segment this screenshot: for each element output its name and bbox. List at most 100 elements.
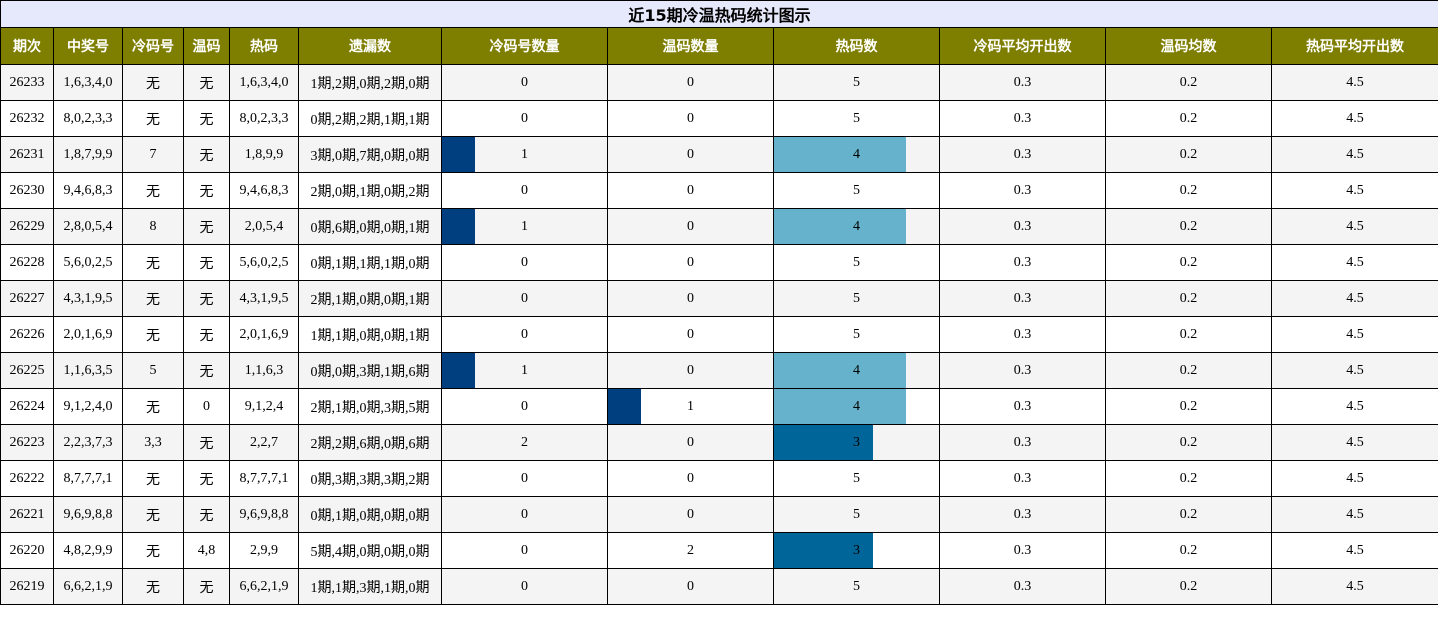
cold-avg-cell: 0.3 xyxy=(939,568,1106,605)
warm-avg-cell: 0.2 xyxy=(1105,136,1272,173)
hot-avg-cell: 4.5 xyxy=(1270,424,1438,461)
warm-count-cell-value: 0 xyxy=(687,74,694,90)
cold-count-cell: 1 xyxy=(441,352,608,389)
warm-cell: 无 xyxy=(183,568,230,605)
period-cell: 26226 xyxy=(0,316,54,353)
table-row: 26226 2,0,1,6,9 无无 2,0,1,6,9 1期,1期,0期,0期,1期 0… xyxy=(0,316,1438,353)
table-row: 26231 1,8,7,9,9 7 无 1,8,9,9 3期,0期,7期,0期,0期 1 0 4… xyxy=(0,136,1438,173)
col-hot-count-header: 热码数 xyxy=(773,27,940,65)
cold-count-cell: 0 xyxy=(441,460,608,497)
warm-count-cell-value: 0 xyxy=(687,218,694,234)
cold-cell: 无 xyxy=(122,568,184,605)
period-cell: 26231 xyxy=(0,136,54,173)
period-cell: 26229 xyxy=(0,208,54,245)
table-row: 26220 4,8,2,9,9 无 4,8 2,9,9 5期,4期,0期,0期,0期 0 2 3… xyxy=(0,532,1438,569)
hot-avg-cell: 4.5 xyxy=(1270,388,1438,425)
hot-count-cell-bar xyxy=(774,389,906,424)
period-cell: 26224 xyxy=(0,388,54,425)
warm-count-cell: 0 xyxy=(607,244,774,281)
cold-count-cell: 0 xyxy=(441,388,608,425)
warm-count-cell: 0 xyxy=(607,136,774,173)
cold-avg-cell: 0.3 xyxy=(939,280,1106,317)
hot-cell: 9,1,2,4 xyxy=(229,388,299,425)
hot-avg-cell: 4.5 xyxy=(1270,136,1438,173)
cold-count-cell-value: 2 xyxy=(521,434,528,450)
numbers-cell: 5,6,0,2,5 xyxy=(53,244,123,281)
warm-count-cell-bar xyxy=(608,389,641,424)
warm-avg-cell: 0.2 xyxy=(1105,64,1272,101)
warm-count-cell-value: 0 xyxy=(687,146,694,162)
hot-count-cell-value: 4 xyxy=(853,398,860,414)
warm-count-cell: 0 xyxy=(607,64,774,101)
hot-avg-cell: 4.5 xyxy=(1270,496,1438,533)
table-row: 26232 8,0,2,3,3 无无 8,0,2,3,3 0期,2期,2期,1期,1期 0… xyxy=(0,100,1438,137)
warm-cell: 无 xyxy=(183,352,230,389)
table-row: 26228 5,6,0,2,5 无无 5,6,0,2,5 0期,1期,1期,1期,0期 0… xyxy=(0,244,1438,281)
warm-count-cell-value: 0 xyxy=(687,470,694,486)
hot-count-cell: 5 xyxy=(773,100,940,137)
warm-avg-cell: 0.2 xyxy=(1105,424,1272,461)
warm-count-cell-value: 1 xyxy=(687,398,694,414)
warm-count-cell: 0 xyxy=(607,352,774,389)
col-hot-header: 热码 xyxy=(229,27,299,65)
table-row: 26230 9,4,6,8,3 无无 9,4,6,8,3 2期,0期,1期,0期,2期 0… xyxy=(0,172,1438,209)
cold-count-cell-value: 0 xyxy=(521,290,528,306)
cold-avg-cell: 0.3 xyxy=(939,352,1106,389)
hot-cell: 1,8,9,9 xyxy=(229,136,299,173)
hot-avg-cell: 4.5 xyxy=(1270,172,1438,209)
numbers-cell: 4,8,2,9,9 xyxy=(53,532,123,569)
hot-avg-cell: 4.5 xyxy=(1270,316,1438,353)
numbers-cell: 8,7,7,7,1 xyxy=(53,460,123,497)
cold-avg-cell: 0.3 xyxy=(939,424,1106,461)
cold-cell: 无 xyxy=(122,460,184,497)
warm-count-cell-value: 0 xyxy=(687,254,694,270)
cold-avg-cell: 0.3 xyxy=(939,64,1106,101)
period-cell: 26223 xyxy=(0,424,54,461)
cold-count-cell: 0 xyxy=(441,172,608,209)
hot-cell: 6,6,2,1,9 xyxy=(229,568,299,605)
cold-cell: 无 xyxy=(122,388,184,425)
cold-avg-cell: 0.3 xyxy=(939,532,1106,569)
table-row: 26221 9,6,9,8,8 无无 9,6,9,8,8 0期,1期,0期,0期,0期 0… xyxy=(0,496,1438,533)
miss-cell: 2期,0期,1期,0期,2期 xyxy=(298,172,442,209)
warm-avg-cell: 0.2 xyxy=(1105,496,1272,533)
hot-count-cell: 4 xyxy=(773,136,940,173)
period-cell: 26225 xyxy=(0,352,54,389)
hot-count-cell-bar xyxy=(774,209,906,244)
hot-avg-cell: 4.5 xyxy=(1270,64,1438,101)
hot-count-cell-value: 4 xyxy=(853,218,860,234)
col-miss-header: 遗漏数 xyxy=(298,27,442,65)
table-row: 26229 2,8,0,5,4 8 无 2,0,5,4 0期,6期,0期,0期,1期 1 0 4… xyxy=(0,208,1438,245)
col-period-header: 期次 xyxy=(0,27,54,65)
miss-cell: 2期,2期,6期,0期,6期 xyxy=(298,424,442,461)
cold-count-cell: 2 xyxy=(441,424,608,461)
period-cell: 26221 xyxy=(0,496,54,533)
hot-count-cell: 5 xyxy=(773,460,940,497)
col-cold-header: 冷码号 xyxy=(122,27,184,65)
cold-avg-cell: 0.3 xyxy=(939,208,1106,245)
hot-cell: 5,6,0,2,5 xyxy=(229,244,299,281)
cold-count-cell-value: 0 xyxy=(521,542,528,558)
miss-cell: 0期,6期,0期,0期,1期 xyxy=(298,208,442,245)
cold-count-cell-value: 0 xyxy=(521,578,528,594)
warm-avg-cell: 0.2 xyxy=(1105,244,1272,281)
hot-count-cell-value: 5 xyxy=(853,470,860,486)
period-cell: 26230 xyxy=(0,172,54,209)
cold-count-cell-value: 1 xyxy=(521,362,528,378)
cold-cell: 无 xyxy=(122,244,184,281)
cold-cell: 无 xyxy=(122,496,184,533)
cold-avg-cell: 0.3 xyxy=(939,172,1106,209)
cold-avg-cell: 0.3 xyxy=(939,460,1106,497)
cold-count-cell-value: 1 xyxy=(521,146,528,162)
miss-cell: 1期,1期,3期,1期,0期 xyxy=(298,568,442,605)
miss-cell: 0期,1期,0期,0期,0期 xyxy=(298,496,442,533)
cold-cell: 无 xyxy=(122,532,184,569)
warm-avg-cell: 0.2 xyxy=(1105,352,1272,389)
table-row: 26224 9,1,2,4,0 无 0 9,1,2,4 2期,1期,0期,3期,5期 0 1 4… xyxy=(0,388,1438,425)
hot-count-cell-value: 5 xyxy=(853,290,860,306)
cold-cell: 8 xyxy=(122,208,184,245)
cold-count-cell: 0 xyxy=(441,100,608,137)
numbers-cell: 9,4,6,8,3 xyxy=(53,172,123,209)
warm-avg-cell: 0.2 xyxy=(1105,568,1272,605)
numbers-cell: 9,1,2,4,0 xyxy=(53,388,123,425)
